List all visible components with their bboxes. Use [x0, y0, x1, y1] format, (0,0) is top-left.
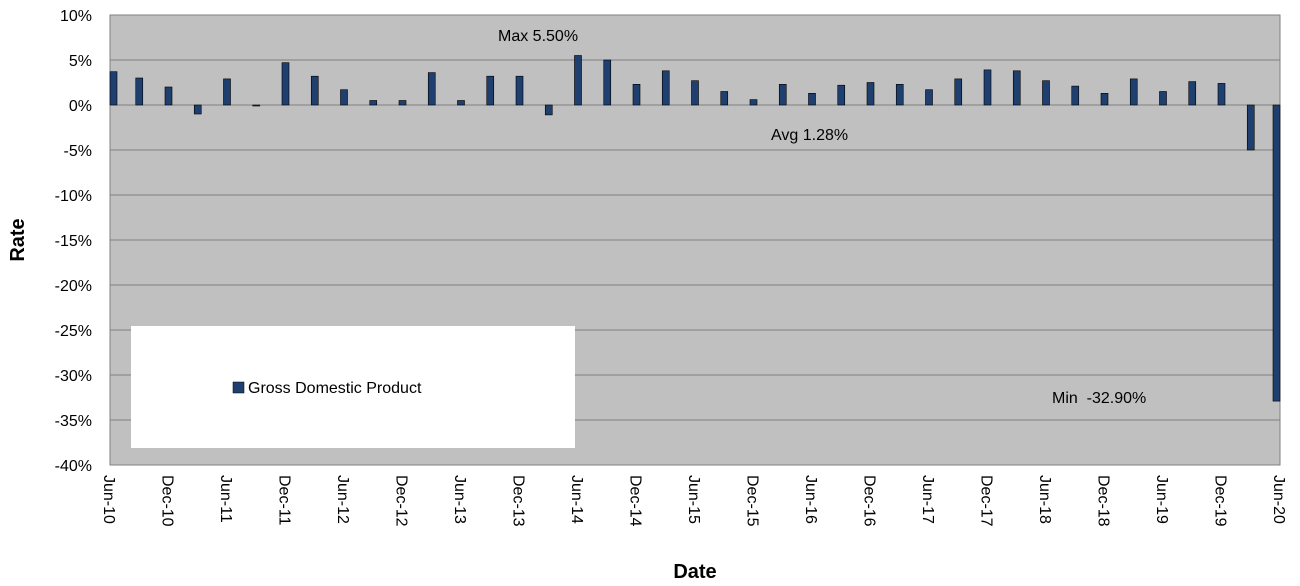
x-tick-label: Jun-18: [1036, 475, 1053, 524]
y-tick-label: -35%: [55, 413, 92, 430]
x-tick-label: Dec-12: [393, 475, 410, 527]
bar-jun-12: [340, 89, 348, 106]
bar-jun-20: [1272, 104, 1281, 402]
bar-sep-18: [1071, 85, 1080, 106]
y-tick-label: -25%: [55, 323, 92, 340]
bar-jun-18: [1042, 80, 1050, 106]
x-tick-label: Jun-16: [802, 475, 819, 524]
bar-dec-19: [1217, 83, 1226, 106]
x-tick-label: Jun-12: [334, 475, 351, 524]
avg-annotation: Avg 1.28%: [771, 127, 848, 144]
bar-mar-14: [544, 104, 553, 116]
legend-label: Gross Domestic Product: [248, 380, 422, 397]
y-tick-label: -5%: [64, 143, 92, 160]
x-tick-label: Jun-17: [919, 475, 936, 524]
x-tick-label: Dec-13: [510, 475, 527, 527]
x-tick-label: Jun-14: [568, 475, 585, 524]
x-tick-label: Dec-14: [627, 475, 644, 527]
bar-jun-13: [457, 100, 465, 106]
bar-sep-11: [252, 104, 261, 107]
x-tick-label: Jun-19: [1153, 475, 1170, 524]
bar-dec-18: [1100, 93, 1109, 106]
x-tick-label: Dec-18: [1095, 475, 1112, 527]
max-annotation: Max 5.50%: [498, 28, 578, 45]
bar-mar-11: [193, 104, 202, 115]
bar-mar-20: [1246, 104, 1255, 151]
bar-sep-13: [486, 75, 495, 106]
bar-jun-15: [691, 80, 699, 106]
bar-jun-14: [574, 55, 582, 106]
x-tick-label: Jun-10: [100, 475, 117, 524]
bar-mar-17: [895, 84, 904, 106]
bar-jun-19: [1159, 91, 1167, 106]
legend: Gross Domestic Product: [131, 326, 575, 448]
x-tick-label: Dec-17: [978, 475, 995, 527]
bar-jun-17: [925, 89, 933, 106]
x-tick-label: Jun-11: [217, 475, 234, 523]
y-tick-labels: 10% 5% 0% -5% -10% -15% -20% -25% -30% -35% -40%: [55, 8, 92, 475]
y-tick-label: 0%: [69, 98, 92, 115]
x-tick-label: Jun-13: [451, 475, 468, 524]
bar-sep-17: [954, 78, 963, 106]
y-tick-label: -20%: [55, 278, 92, 295]
y-tick-label: 10%: [60, 8, 92, 25]
bar-sep-14: [603, 59, 612, 106]
bar-mar-12: [310, 75, 319, 106]
x-tick-labels: Jun-10 Dec-10 Jun-11 Dec-11 Jun-12 Dec-12 Jun-…: [100, 475, 1287, 527]
bar-sep-10: [135, 77, 144, 106]
x-tick-label: Dec-10: [159, 475, 176, 527]
y-tick-label: -15%: [55, 233, 92, 250]
bar-dec-12: [398, 100, 407, 106]
bar-jun-11: [223, 78, 231, 106]
x-tick-label: Jun-15: [685, 475, 702, 524]
y-tick-label: -40%: [55, 458, 92, 475]
bar-dec-10: [164, 86, 173, 106]
y-tick-label: -30%: [55, 368, 92, 385]
x-tick-label: Dec-16: [861, 475, 878, 527]
y-axis-title: Rate: [7, 218, 29, 261]
bars-group: [109, 55, 1281, 402]
bar-jun-16: [808, 93, 816, 106]
x-tick-label: Dec-11: [276, 475, 293, 525]
min-annotation: Min -32.90%: [1052, 390, 1146, 407]
bar-jun-10: [109, 71, 118, 106]
bar-sep-12: [369, 100, 378, 106]
bar-sep-19: [1188, 81, 1197, 106]
x-tick-label: Dec-19: [1212, 475, 1229, 527]
y-tick-label: -10%: [55, 188, 92, 205]
x-tick-label: Dec-15: [744, 475, 761, 527]
bar-sep-16: [837, 84, 846, 106]
bar-dec-15: [749, 99, 758, 106]
bar-mar-15: [661, 70, 670, 106]
bar-mar-18: [1012, 70, 1021, 106]
bar-dec-14: [632, 84, 641, 106]
bar-dec-17: [983, 69, 992, 106]
legend-box: [131, 326, 575, 448]
bar-dec-16: [866, 82, 875, 106]
x-tick-label: Jun-20: [1270, 475, 1287, 524]
bar-mar-13: [427, 72, 436, 106]
bar-dec-11: [281, 62, 290, 106]
y-tick-label: 5%: [69, 53, 92, 70]
bar-dec-13: [515, 75, 524, 106]
legend-swatch: [232, 381, 245, 394]
bar-sep-15: [720, 91, 729, 106]
x-axis-title: Date: [673, 561, 716, 583]
bar-mar-19: [1129, 78, 1138, 106]
bar-mar-16: [778, 84, 787, 106]
